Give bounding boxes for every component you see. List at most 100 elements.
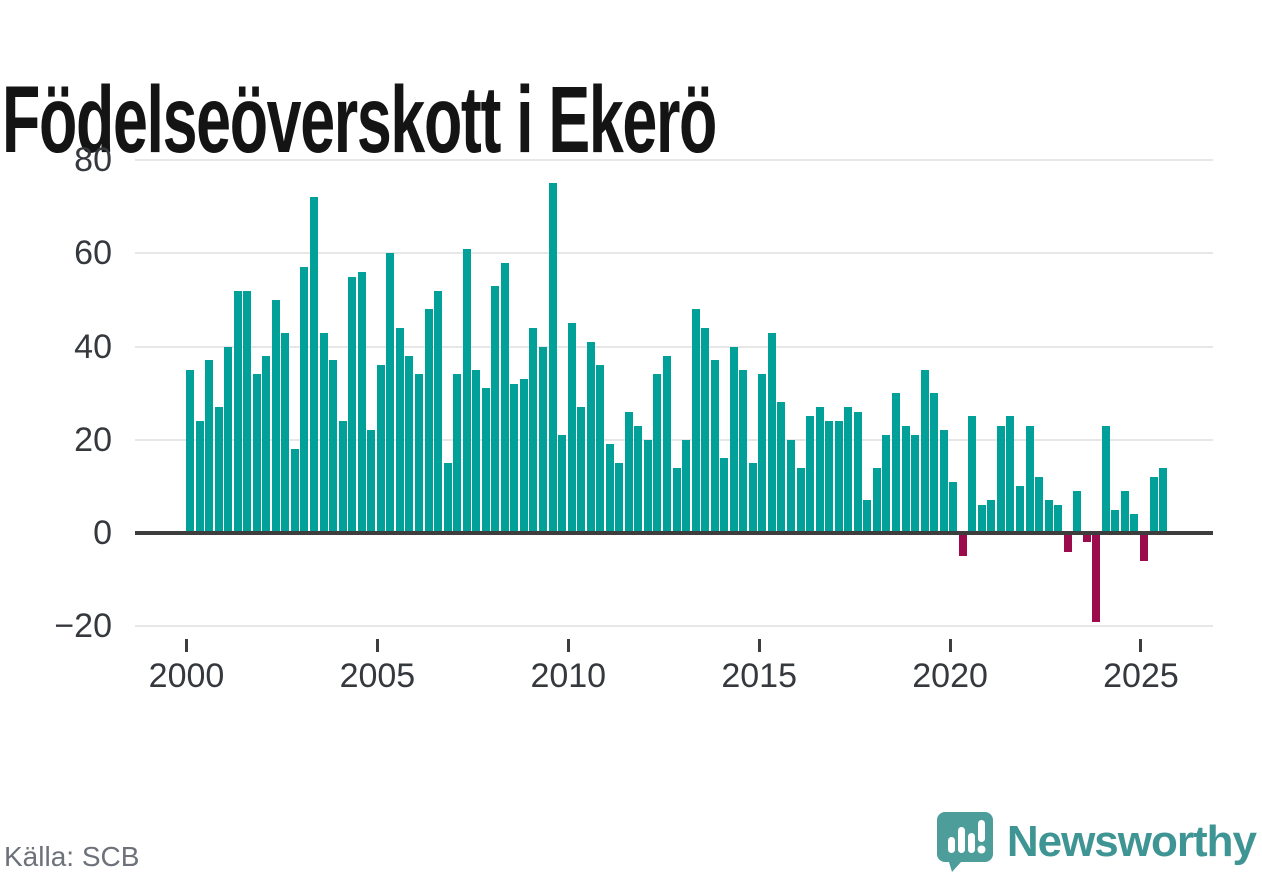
bar-2000-q3 [205,360,214,533]
bar-2024-q4 [1130,514,1139,533]
bar-2023-q2 [1073,491,1082,533]
bar-2020-q1 [949,481,958,533]
bar-2024-q3 [1120,491,1129,533]
bar-2003-q2 [310,197,319,533]
bar-2012-q4 [672,467,681,533]
bar-2009-q3 [548,183,557,533]
bar-2005-q1 [376,365,385,533]
x-axis-label: 2000 [148,657,225,695]
x-tick-2020 [948,639,952,652]
bar-2023-q3 [1082,533,1091,543]
bar-2019-q1 [911,435,920,533]
bar-2004-q4 [367,430,376,533]
bar-2021-q1 [987,500,996,533]
bar-2014-q3 [739,369,748,533]
chart-title: Födelseöverskott i Ekerö [2,66,717,173]
bar-2019-q2 [920,369,929,533]
y-axis-label: 20 [74,420,112,459]
bar-2013-q3 [701,327,710,533]
bar-2016-q1 [796,467,805,533]
bar-2009-q1 [529,327,538,533]
bar-2018-q4 [901,425,910,533]
x-tick-2005 [375,639,379,652]
bar-2014-q1 [720,458,729,533]
bar-2023-q4 [1092,533,1101,622]
bar-2013-q2 [691,309,700,533]
bar-2004-q1 [338,421,347,533]
x-tick-2000 [185,639,188,652]
bar-2009-q2 [538,346,547,533]
bar-2020-q3 [968,416,977,533]
bar-2007-q1 [453,374,462,533]
bar-2005-q3 [395,327,404,533]
bar-2006-q3 [434,290,443,533]
bar-2017-q3 [853,411,862,533]
bar-2008-q1 [491,285,500,533]
bar-2005-q2 [386,253,395,533]
bar-2001-q3 [243,290,252,533]
bar-2004-q2 [348,276,357,533]
zero-axis-line [135,531,1213,535]
bar-2000-q4 [214,407,223,533]
bar-2007-q4 [481,388,490,533]
bar-2013-q1 [682,439,691,533]
source-caption: Källa: SCB [4,841,140,872]
bar-2011-q3 [624,411,633,533]
bar-2014-q4 [748,463,757,533]
bar-2012-q2 [653,374,662,533]
bar-2007-q2 [462,248,471,533]
bar-2017-q1 [834,421,843,533]
x-axis-label: 2005 [339,657,416,695]
bar-2003-q4 [329,360,338,533]
bar-2006-q2 [424,309,433,533]
bar-2021-q4 [1015,486,1024,533]
bar-2002-q1 [262,355,271,533]
bar-2001-q4 [252,374,261,533]
bar-2018-q3 [891,393,900,533]
x-axis-label: 2020 [912,657,988,695]
gridline-40 [135,345,1213,348]
bar-2000-q1 [186,369,194,533]
bar-2012-q1 [643,439,652,533]
bar-2002-q4 [290,449,299,533]
bar-2023-q1 [1063,533,1072,552]
y-axis-label: 40 [74,327,112,366]
bar-2008-q3 [510,383,519,533]
bar-2020-q2 [958,533,967,557]
bar-2012-q3 [663,355,671,533]
bar-2016-q4 [825,421,834,533]
gridline-60 [135,252,1213,255]
bar-2008-q4 [519,379,528,533]
bar-2025-q1 [1140,533,1148,561]
bar-2025-q3 [1159,467,1168,533]
newsworthy-logo: Newsworthy [936,812,1257,872]
x-tick-2015 [757,639,761,652]
bar-2019-q4 [939,430,948,533]
x-axis-label: 2025 [1103,657,1179,695]
x-axis-label: 2010 [530,657,607,695]
bar-2016-q2 [806,416,815,533]
bar-2003-q1 [300,267,309,533]
bar-2004-q3 [357,271,366,533]
newsworthy-logo-text: Newsworthy [1006,817,1257,866]
bar-2009-q4 [558,435,567,533]
gridline-80 [135,159,1213,161]
bar-2015-q4 [787,439,796,533]
bar-2015-q3 [777,402,786,533]
bar-2024-q2 [1111,509,1120,533]
bar-2020-q4 [977,505,986,533]
y-axis-label: 0 [93,514,112,552]
bar-2022-q4 [1054,505,1063,533]
bar-2005-q4 [405,355,414,533]
bar-2003-q3 [319,332,328,533]
bar-2021-q3 [1006,416,1015,533]
bar-2018-q1 [872,467,881,533]
bar-2022-q2 [1035,477,1044,533]
bar-2006-q4 [443,463,452,533]
bar-2021-q2 [996,425,1005,533]
bar-2011-q1 [605,444,614,533]
bar-2008-q2 [500,262,509,533]
bar-2017-q2 [844,407,853,533]
bar-2014-q2 [729,346,738,533]
bar-2017-q4 [863,500,872,533]
